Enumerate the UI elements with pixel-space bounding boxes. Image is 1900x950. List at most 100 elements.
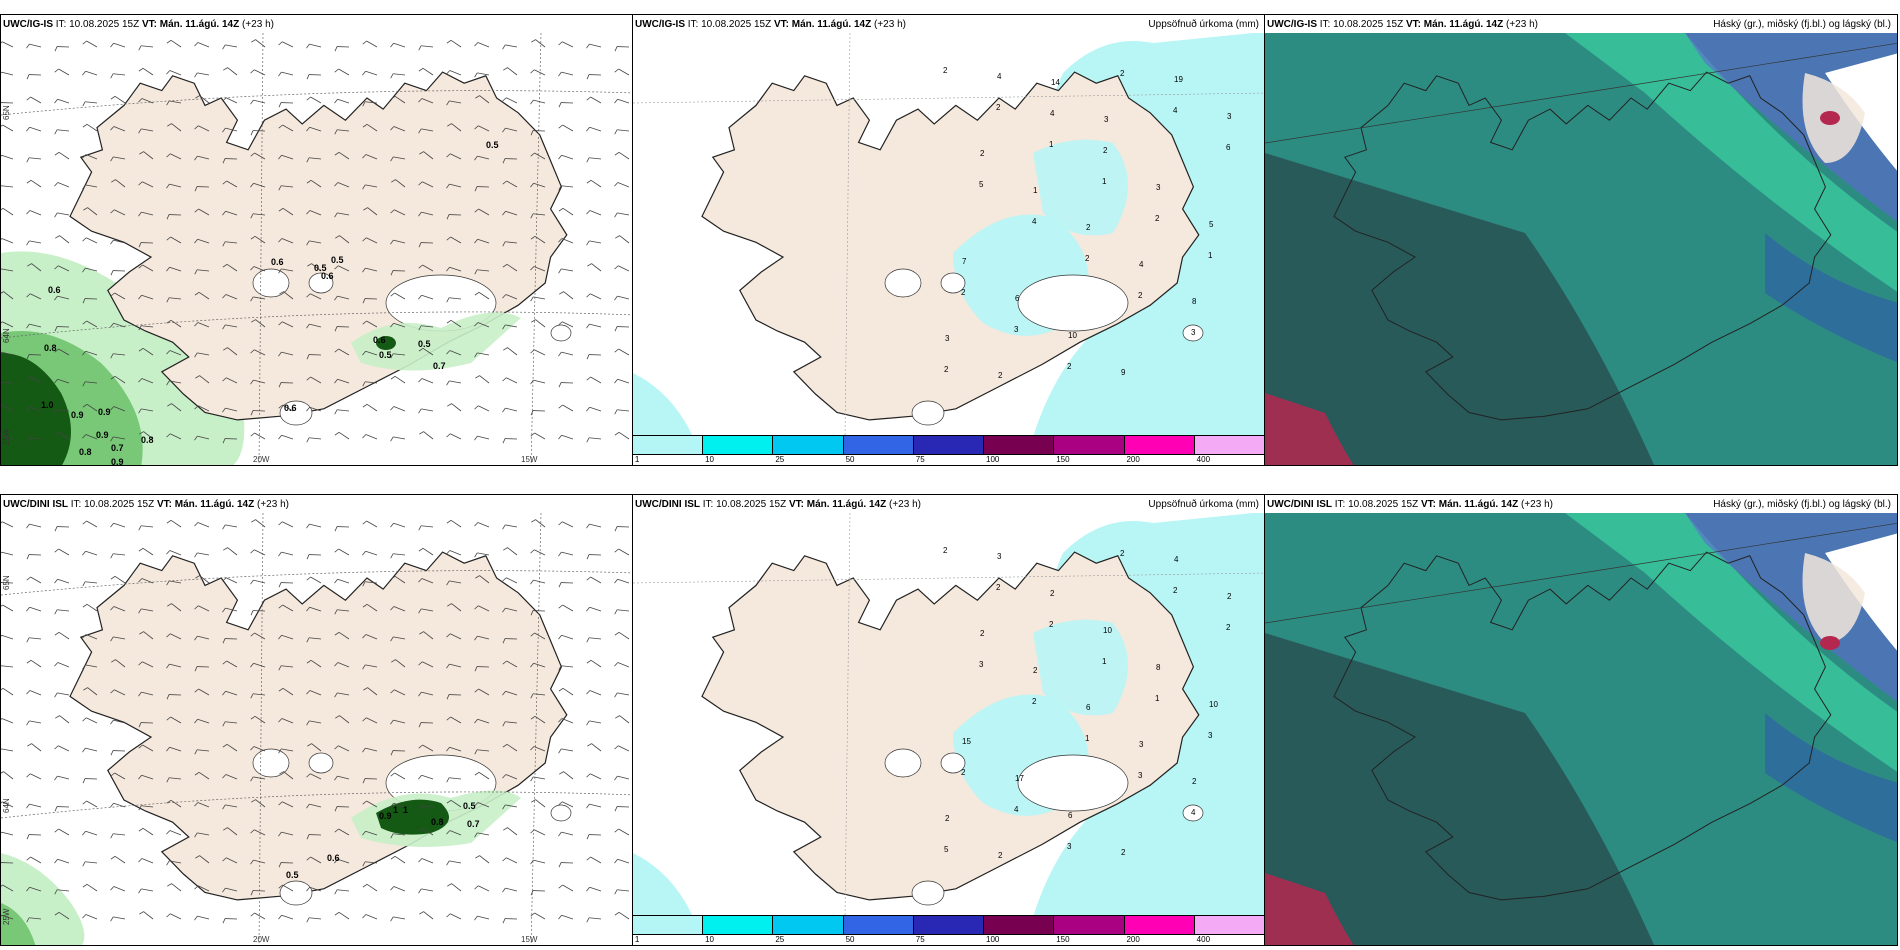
precip-value-label: 3 [1208,731,1213,740]
legend-tick-label: 10 [705,455,715,464]
precip-value-label: 2 [943,66,948,75]
precip-value-label: 3 [997,552,1002,561]
precip-value-label: 2 [1049,620,1054,629]
precip-value-label: 4 [1139,260,1144,269]
wind-value-label: 1 [393,805,398,815]
model-name: UWC/DINI ISL [635,499,700,510]
panel-header: UWC/IG-IS IT: 10.08.2025 15Z VT: Mán. 11… [635,19,906,30]
lat-label: 65N [632,575,633,590]
valid-time-label: VT: [788,499,804,510]
legend-tick-label: 10 [705,935,715,944]
precip-value-label: 3 [1067,842,1072,851]
panel-header: UWC/DINI ISL IT: 10.08.2025 15Z VT: Mán.… [635,499,921,510]
precip-value-label: 4 [1050,109,1055,118]
wind-value-label: 0.9 [379,811,392,821]
lat-label: 64N [2,798,11,813]
panel-header: UWC/IG-IS IT: 10.08.2025 15Z VT: Mán. 11… [3,19,274,30]
wind-panel-row1: UWC/IG-IS IT: 10.08.2025 15Z VT: Mán. 11… [0,14,634,466]
precip-value-label: 6 [1015,294,1020,303]
precip-value-label: 2 [945,814,950,823]
precip-value-label: 2 [1120,549,1125,558]
wind-value-label: 0.9 [98,407,111,417]
valid-time-label: VT: [156,499,172,510]
precip-legend: 1 10 25 50 75 100 150 200 400 [633,915,1265,945]
wind-map: 0.50.6 0.50.50.6 0.50.50.70.60.81.00.9 0.90… [1,33,633,465]
precip-panel-row2: UWC/DINI ISL IT: 10.08.2025 15Z VT: Mán.… [632,494,1266,946]
valid-time-label: VT: [773,19,789,30]
wind-value-label: 1 [403,805,408,815]
wind-value-label: 0.9 [96,430,109,440]
wind-value-label: 0.5 [331,255,344,265]
precip-value-label: 1 [1155,694,1160,703]
valid-time: Mán. 11.ágú. 14Z [159,19,240,30]
precip-value-label: 2 [1173,586,1178,595]
precip-value-label: 3 [945,334,950,343]
wind-panel-row2: UWC/DINI ISL IT: 10.08.2025 15Z VT: Mán.… [0,494,634,946]
legend-tick-label: 75 [915,455,925,464]
precip-value-label: 2 [961,288,966,297]
precip-value-label: 5 [979,180,984,189]
panel-header: UWC/DINI ISL IT: 10.08.2025 15Z VT: Mán.… [3,499,289,510]
wind-value-label: 0.6 [271,257,284,267]
precip-value-label: 5 [944,845,949,854]
precip-value-label: 4 [997,72,1002,81]
precip-value-label: 15 [962,737,971,746]
precip-value-label: 2 [1192,777,1197,786]
precip-value-label: 2 [1067,362,1072,371]
cloud-map [1265,513,1897,945]
precip-value-label: 4 [1032,217,1037,226]
precip-value-label: 2 [996,583,1001,592]
precip-value-label: 2 [998,371,1003,380]
issue-time: IT: 10.08.2025 15Z [702,499,787,510]
precip-value-label: 2 [1050,589,1055,598]
wind-value-label: 0.8 [431,817,444,827]
legend-swatch [1194,916,1265,934]
model-name: UWC/DINI ISL [1267,499,1332,510]
legend-swatch [1054,916,1125,934]
lat-label: 64N [632,328,633,343]
precip-value-label: 4 [1191,808,1196,817]
lead-time: (+23 h) [1521,499,1553,510]
precip-value-label: 2 [980,629,985,638]
issue-time: IT: 10.08.2025 15Z [70,499,155,510]
panel-header: UWC/IG-IS IT: 10.08.2025 15Z VT: Mán. 11… [1267,19,1538,30]
precip-value-label: 2 [1121,848,1126,857]
legend-bar [633,435,1265,455]
wind-value-label: 0.6 [321,271,334,281]
legend-tick-label: 75 [915,935,925,944]
legend-tick-label: 25 [775,455,785,464]
wind-value-label: 0.5 [463,801,476,811]
precip-value-label: 6 [1068,811,1073,820]
wind-value-label: 0.5 [486,140,499,150]
legend-swatch [1124,916,1195,934]
legend-tick-label: 25 [775,935,785,944]
cloud-panel-row1: UWC/IG-IS IT: 10.08.2025 15Z VT: Mán. 11… [1264,14,1898,466]
precip-value-label: 1 [1033,186,1038,195]
legend-swatch [703,916,774,934]
precip-value-label: 1 [1049,140,1054,149]
precip-value-label: 14 [1051,78,1060,87]
precip-value-label: 5 [1209,220,1214,229]
precip-value-label: 2 [1033,666,1038,675]
lead-time: (+23 h) [889,499,921,510]
valid-time-label: VT: [1420,499,1436,510]
lat-label: 25W [2,428,11,445]
legend-swatch [773,436,844,454]
lon-label: 20W [253,935,270,944]
legend-swatch [1194,436,1265,454]
precip-value-label: 2 [943,546,948,555]
legend-ticks: 1 10 25 50 75 100 150 200 400 [633,934,1265,945]
legend-tick-label: 100 [986,455,1000,464]
legend-swatch [703,436,774,454]
precip-value-label: 4 [1174,555,1179,564]
precip-value-label: 19 [1174,75,1183,84]
wind-map: 0.91 10.8 0.70.50.50.6 [1,513,633,945]
wind-value-label: 1.0 [41,400,54,410]
precip-value-label: 3 [979,660,984,669]
valid-time: Mán. 11.ágú. 14Z [791,19,872,30]
precip-title: Uppsöfnuð úrkoma (mm) [1148,499,1259,510]
legend-swatch [633,436,704,454]
lat-label: 64N [632,798,633,813]
legend-tick-label: 100 [986,935,1000,944]
precip-value-label: 2 [1086,223,1091,232]
